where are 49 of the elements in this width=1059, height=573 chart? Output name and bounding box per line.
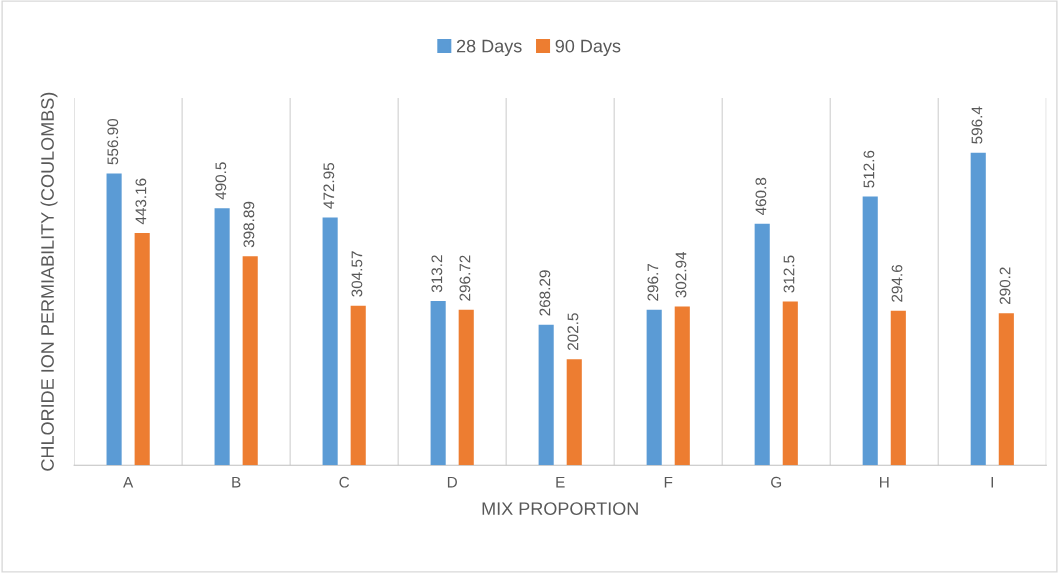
bar <box>782 301 798 466</box>
x-tick-label: B <box>232 476 241 488</box>
legend-label: 28 Days <box>456 39 522 56</box>
bar <box>566 359 582 466</box>
data-label: 294.6 <box>891 264 903 302</box>
y-axis-title: CHLORIDE ION PERMIABILITY (COULOMBS) <box>40 92 58 471</box>
bar <box>214 208 230 466</box>
bar <box>458 309 474 466</box>
data-label: 460.8 <box>755 177 767 216</box>
bar <box>106 173 122 466</box>
x-tick-label: C <box>339 476 350 488</box>
data-label: 490.5 <box>215 162 227 200</box>
data-label: 596.4 <box>971 106 983 144</box>
bar <box>538 324 554 466</box>
x-tick-label: F <box>664 476 673 488</box>
data-label: 202.5 <box>567 313 579 351</box>
data-label: 304.57 <box>351 251 363 297</box>
bar <box>890 310 906 466</box>
legend-label: 90 Days <box>555 39 621 56</box>
bar <box>998 313 1014 466</box>
bar <box>322 217 338 466</box>
x-tick-label: I <box>991 476 993 488</box>
data-label: 313.2 <box>431 255 443 293</box>
bar <box>242 256 258 466</box>
data-label: 312.5 <box>783 255 795 293</box>
bar <box>134 233 150 466</box>
bar <box>430 301 446 466</box>
x-tick-label: E <box>556 476 565 488</box>
data-label: 398.89 <box>243 201 255 248</box>
data-label: 512.6 <box>863 150 875 188</box>
data-label: 290.2 <box>999 267 1011 305</box>
bar <box>350 305 366 466</box>
bar <box>674 306 690 466</box>
data-label: 472.95 <box>323 162 335 209</box>
bar <box>754 223 770 466</box>
data-label: 556.90 <box>107 118 119 165</box>
x-tick-label: A <box>123 476 134 488</box>
x-tick-label: H <box>880 476 889 488</box>
bar <box>970 152 986 466</box>
x-axis-title: MIX PROPORTION <box>482 502 638 515</box>
bar <box>646 309 662 466</box>
data-label: 296.72 <box>459 255 471 301</box>
data-label: 268.29 <box>539 270 551 316</box>
data-label: 443.16 <box>135 178 147 225</box>
bar <box>862 196 878 466</box>
x-tick-label: G <box>771 476 782 488</box>
x-tick-label: D <box>447 476 457 488</box>
data-label: 296.7 <box>647 263 659 301</box>
data-label: 302.94 <box>675 251 687 298</box>
